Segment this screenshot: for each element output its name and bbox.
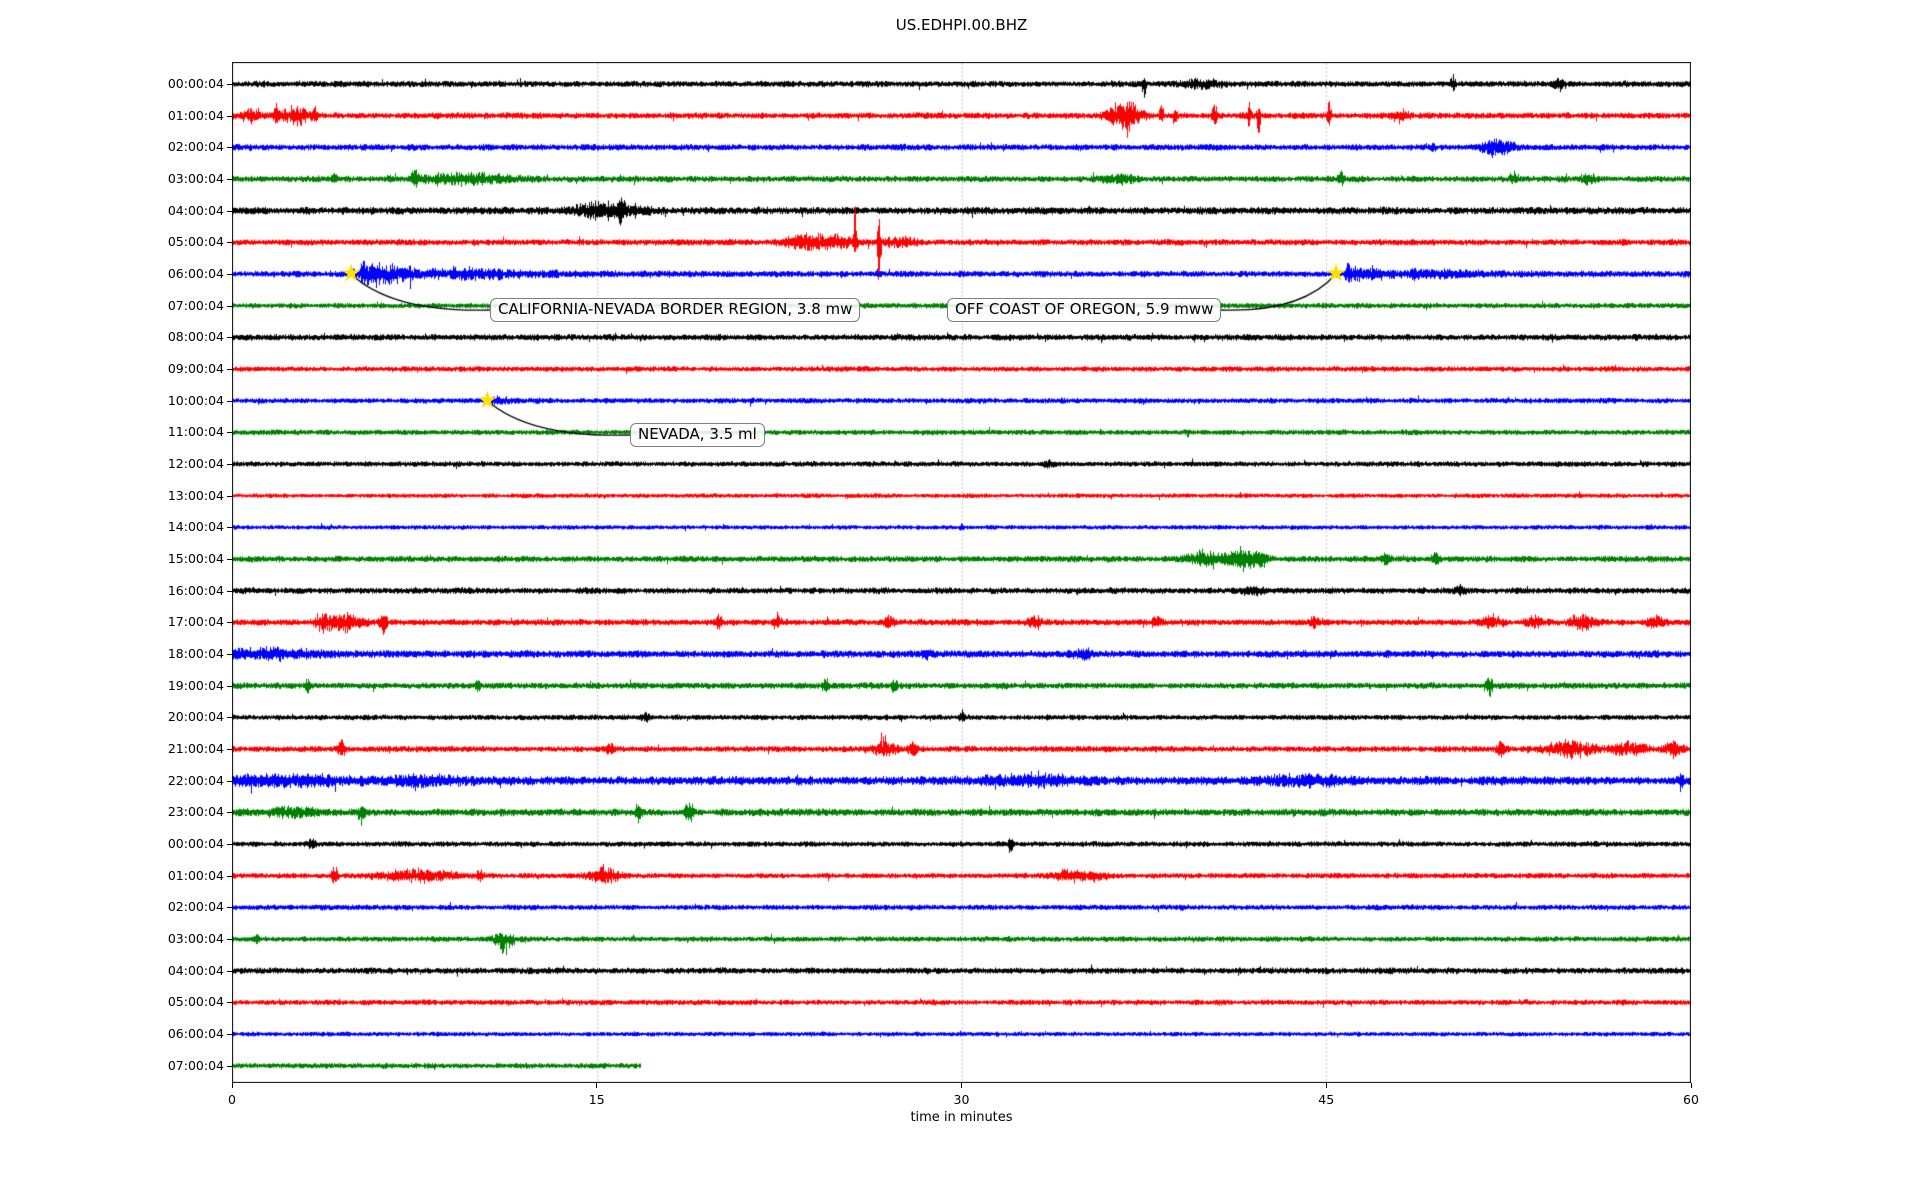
y-tick [227,875,232,877]
y-tick-label: 03:00:04 [167,930,224,946]
y-tick [227,400,232,402]
y-tick [227,115,232,117]
y-tick-label: 10:00:04 [167,392,224,408]
seismogram-canvas [232,62,1691,1083]
y-tick-label: 01:00:04 [167,867,224,883]
y-tick [227,1065,232,1067]
y-tick-label: 07:00:04 [167,297,224,313]
y-tick-label: 05:00:04 [167,234,224,250]
y-tick [227,749,232,751]
y-tick-label: 13:00:04 [167,487,224,503]
y-tick [227,590,232,592]
x-tick-label: 15 [588,1092,605,1107]
annotation-nevada: NEVADA, 3.5 ml [630,423,765,447]
x-tick [961,1083,962,1088]
y-tick [227,1034,232,1036]
y-tick-label: 15:00:04 [167,550,224,566]
x-tick-label: 45 [1318,1092,1335,1107]
x-tick [1690,1083,1692,1088]
y-tick [227,337,232,339]
event-star-icon: ★ [1325,259,1347,288]
y-tick [227,654,232,656]
annotation-off-coast-of-oregon: OFF COAST OF OREGON, 5.9 mww [947,298,1222,322]
y-tick [227,1002,232,1004]
y-tick [227,147,232,149]
y-tick [227,970,232,972]
y-tick [227,84,232,85]
y-tick-label: 11:00:04 [167,424,224,440]
y-tick-label: 06:00:04 [167,265,224,281]
y-tick-label: 22:00:04 [167,772,224,788]
y-tick [227,939,232,941]
y-tick [227,274,232,276]
y-tick-label: 21:00:04 [167,740,224,756]
y-tick-label: 04:00:04 [167,202,224,218]
y-tick [227,179,232,180]
y-tick-label: 07:00:04 [167,1057,224,1073]
chart-title: US.EDHPI.00.BHZ [895,16,1028,34]
x-tick [596,1083,598,1088]
y-tick [227,685,232,687]
y-tick [227,812,232,814]
y-tick [227,432,232,434]
y-tick [227,717,232,719]
y-tick [227,527,232,529]
x-tick [1325,1083,1327,1088]
y-tick [227,907,232,909]
annotation-california-nevada-border-region: CALIFORNIA-NEVADA BORDER REGION, 3.8 mw [490,298,861,322]
y-tick-label: 23:00:04 [167,804,224,820]
x-tick-label: 60 [1683,1092,1699,1107]
y-tick [227,305,232,307]
y-tick-label: 06:00:04 [167,1025,224,1041]
y-tick-label: 08:00:04 [167,329,224,345]
y-tick-label: 20:00:04 [167,709,224,725]
x-tick [231,1083,233,1088]
y-tick [227,369,232,371]
y-tick-label: 00:00:04 [167,835,224,851]
y-tick-label: 16:00:04 [167,582,224,598]
x-axis-title: time in minutes [910,1110,1013,1125]
y-tick-label: 04:00:04 [167,962,224,978]
y-tick [227,559,232,561]
y-tick-label: 09:00:04 [167,360,224,376]
y-tick-label: 03:00:04 [167,170,224,186]
y-tick [227,495,232,497]
y-tick-label: 18:00:04 [167,645,224,661]
y-tick-label: 00:00:04 [167,75,224,91]
y-tick-label: 12:00:04 [167,455,224,471]
y-tick-label: 19:00:04 [167,677,224,693]
y-tick-label: 01:00:04 [167,107,224,123]
y-tick-label: 02:00:04 [167,139,224,155]
y-tick [227,780,232,782]
y-tick [227,622,232,624]
y-tick-label: 17:00:04 [167,614,224,630]
y-tick-label: 05:00:04 [167,994,224,1010]
y-tick [227,844,232,846]
y-tick-label: 14:00:04 [167,519,224,535]
plot-area: CALIFORNIA-NEVADA BORDER REGION, 3.8 mw … [232,62,1691,1083]
x-tick-label: 30 [953,1092,970,1107]
event-star-icon: ★ [340,259,362,288]
y-tick [227,464,232,466]
y-tick-label: 02:00:04 [167,899,224,915]
event-star-icon: ★ [476,385,499,414]
x-tick-label: 0 [228,1092,236,1107]
y-tick [227,242,232,244]
y-tick [227,210,232,212]
